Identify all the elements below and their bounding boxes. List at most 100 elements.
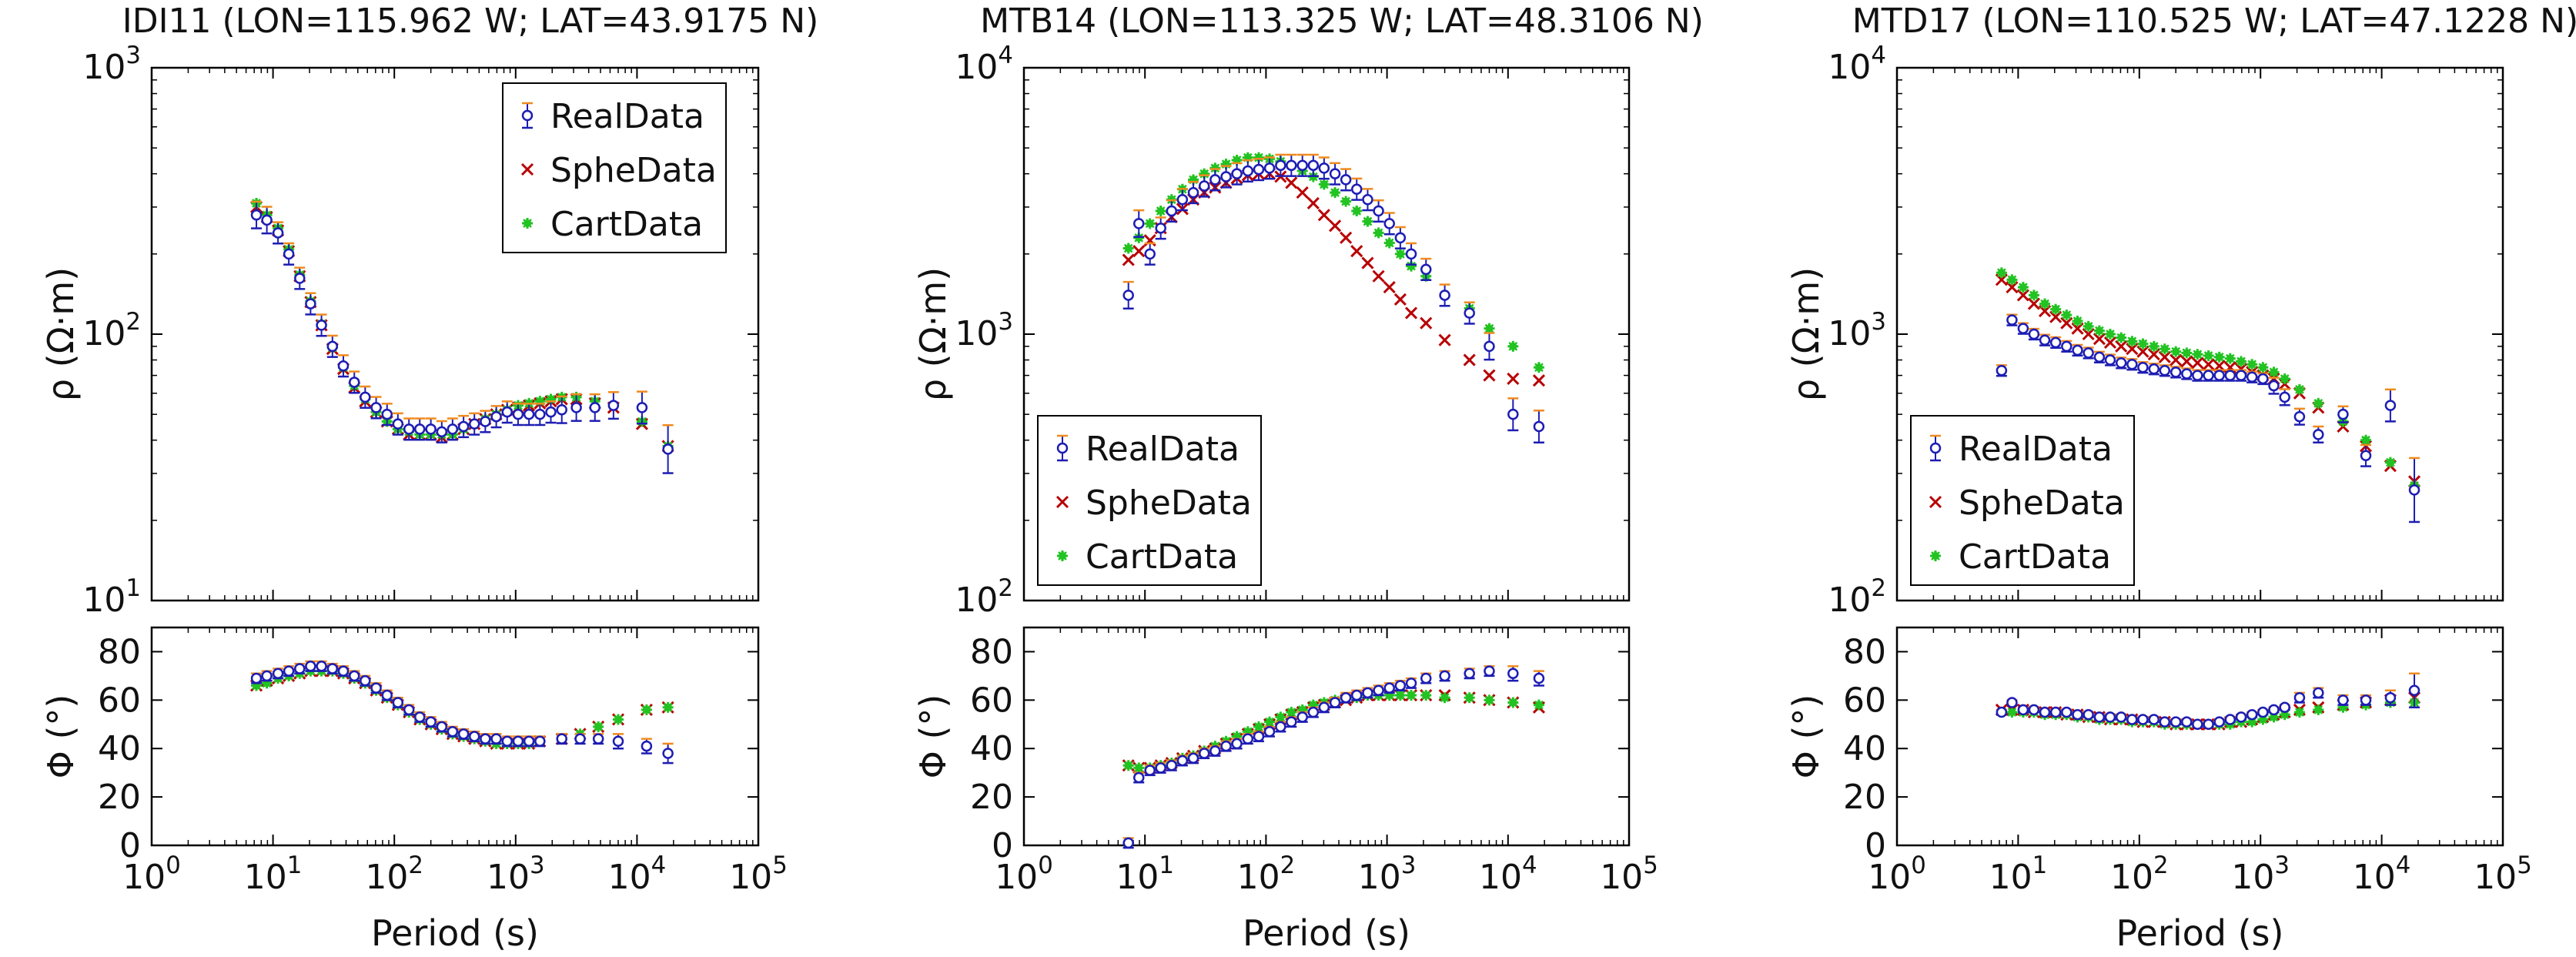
marker-circle (2313, 429, 2324, 440)
xtick-label: 105 (729, 852, 788, 897)
legend: RealData SpheData CartData (502, 82, 727, 253)
phase-realdata-point (403, 704, 415, 716)
rho-sphedata-point (1420, 316, 1433, 330)
rho-realdata-point (1286, 153, 1297, 177)
marker-circle (1296, 159, 1308, 172)
rho-realdata-point (283, 242, 295, 266)
marker-circle (1144, 248, 1156, 260)
rho-realdata-point (447, 417, 459, 441)
xtick-label: 103 (487, 852, 545, 897)
marker-stroke (1363, 216, 1373, 226)
rho-cartdata-point (2257, 362, 2269, 373)
rho-cartdata-point (2126, 336, 2138, 347)
phase-realdata-point (2170, 716, 2182, 728)
marker-circle (272, 227, 284, 239)
marker-circle (2224, 714, 2236, 725)
marker-circle (2093, 351, 2106, 363)
marker-stroke (2116, 333, 2126, 343)
rho-realdata-point (2213, 369, 2225, 382)
phase-realdata-point (381, 689, 393, 701)
phase-ytick-label: 0 (1865, 826, 1886, 865)
phase-realdata-point (337, 665, 350, 678)
marker-circle (2017, 704, 2029, 716)
phase-realdata-point (2093, 711, 2106, 723)
marker-stroke (1058, 551, 1067, 560)
phase-series-group (1995, 672, 2421, 731)
rho-cartdata-point (2313, 397, 2324, 409)
marker-stroke (1123, 243, 1133, 253)
phase-realdata-point (1187, 752, 1199, 765)
marker-circle (570, 402, 582, 413)
phase-realdata-point (436, 721, 448, 733)
phase-realdata-point (2137, 714, 2149, 725)
rho-realdata-point (381, 403, 393, 427)
marker-circle (337, 665, 350, 677)
phase-cartdata-point (1275, 711, 1286, 723)
phase-realdata-point (1996, 706, 2008, 718)
marker-stroke (1306, 196, 1320, 210)
rho-sphedata-point (1361, 256, 1374, 269)
marker-circle (2017, 323, 2029, 334)
phase-cartdata-point (641, 704, 652, 715)
marker-stroke (1395, 249, 1405, 259)
marker-circle (1176, 755, 1189, 767)
rho-realdata-point (1405, 242, 1417, 266)
marker-stroke (1055, 495, 1069, 509)
phase-realdata-point (425, 716, 437, 728)
marker-stroke (2191, 356, 2204, 370)
marker-stroke (1383, 281, 1396, 294)
marker-stroke (2073, 316, 2083, 326)
rho-sphedata-point (2158, 350, 2171, 363)
marker-stroke (1929, 495, 1942, 509)
rho-cartdata-point (2006, 274, 2018, 286)
phase-realdata-point (2224, 714, 2236, 725)
marker-circle (457, 728, 470, 740)
rho-realdata-point (326, 334, 339, 358)
legend-sphedata-icon (520, 162, 534, 176)
rho-realdata-point (2181, 367, 2193, 380)
marker-circle (1394, 680, 1407, 691)
panel-idi11: IDI11 (LON=115.962 W; LAT=43.9175 N) 101 1… (40, 2, 818, 954)
rho-realdata-point (272, 221, 284, 245)
marker-stroke (1421, 691, 1431, 700)
legend: RealData SpheData CartData (1910, 415, 2135, 586)
marker-circle (534, 735, 546, 748)
rho-sphedata-point (1122, 253, 1135, 266)
marker-stroke (2082, 327, 2095, 341)
rho-realdata-point (523, 403, 535, 427)
rho-realdata-point (2137, 361, 2149, 374)
rho-cartdata-point (2159, 343, 2170, 355)
marker-circle (2170, 716, 2182, 728)
marker-stroke (1330, 188, 1340, 197)
marker-stroke (1199, 169, 1209, 179)
phase-realdata-point (2104, 711, 2116, 723)
marker-circle (2061, 340, 2073, 353)
marker-circle (1533, 420, 1545, 433)
marker-stroke (2182, 348, 2192, 358)
rho-realdata-point (2337, 405, 2349, 423)
phase-realdata-point (272, 668, 284, 680)
marker-circle (425, 423, 437, 435)
marker-circle (447, 423, 459, 435)
phase-ytick-label: 80 (98, 632, 141, 671)
marker-circle (589, 402, 601, 413)
marker-circle (1275, 159, 1286, 172)
rho-realdata-point (2203, 369, 2214, 382)
rho-realdata-point (1253, 158, 1265, 182)
marker-circle (1394, 232, 1407, 244)
rho-realdata-point (2384, 388, 2397, 423)
phase-cartdata-point (1286, 707, 1297, 718)
marker-circle (348, 376, 360, 388)
rho-y-axis-label: ρ (Ω·m) (40, 267, 82, 401)
marker-stroke (1534, 700, 1544, 710)
marker-circle (425, 716, 437, 728)
legend-label: CartData (1086, 537, 1238, 577)
marker-stroke (1340, 231, 1353, 244)
rho-cartdata-point (2148, 340, 2159, 352)
marker-stroke (2147, 348, 2160, 361)
phase-cartdata-point (1133, 762, 1145, 774)
phase-realdata-point (1507, 665, 1519, 682)
marker-circle (326, 340, 339, 353)
rho-realdata-point (1351, 177, 1363, 201)
marker-circle (1318, 162, 1330, 174)
